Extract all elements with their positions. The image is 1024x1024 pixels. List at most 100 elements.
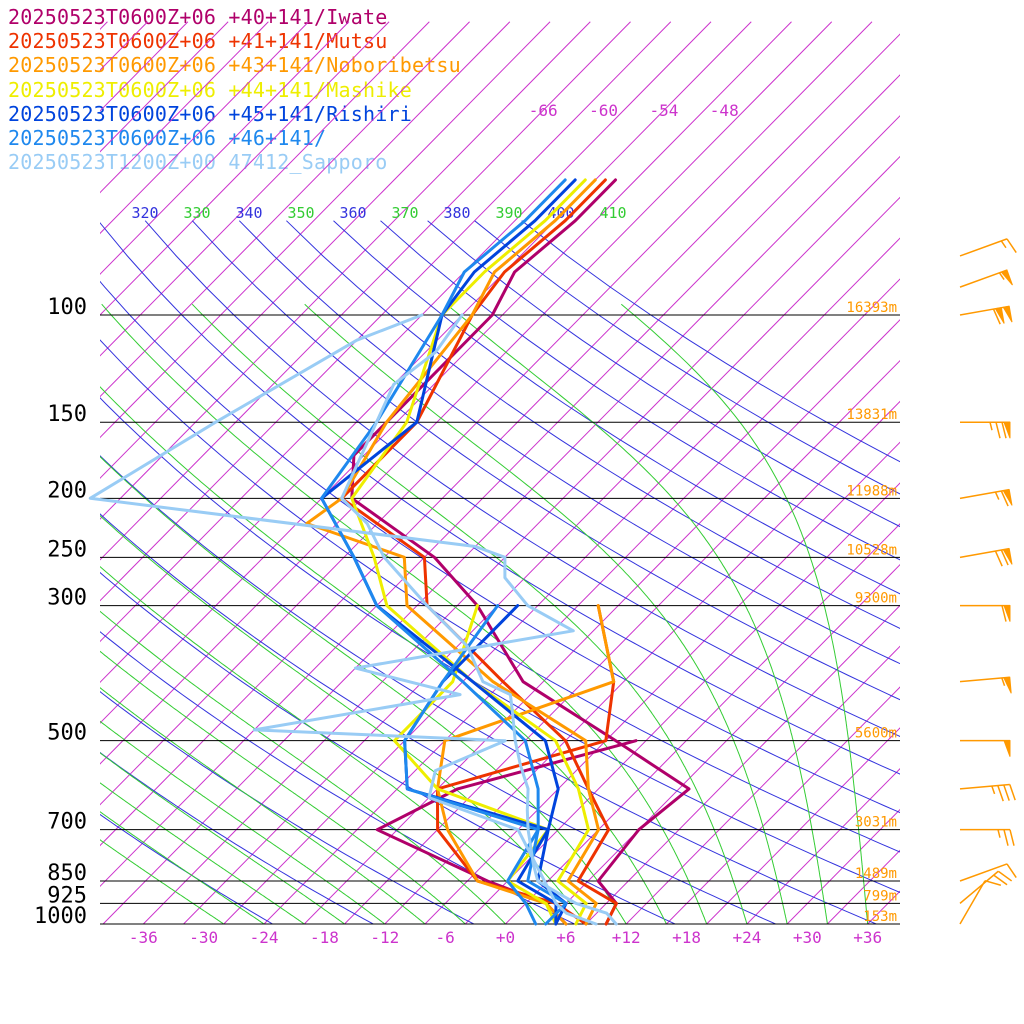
wind-barb	[959, 879, 1002, 925]
wind-barb-full	[1003, 784, 1010, 801]
isotherm-line	[102, 115, 900, 924]
series-5-dewpoint-line	[403, 604, 540, 926]
temperature-tick-label: +0	[496, 928, 515, 947]
wind-barb-pennant	[1000, 269, 1013, 286]
dry-adiabat-line	[286, 220, 900, 629]
wind-barb	[960, 421, 1011, 439]
dry-adiabat-line	[100, 813, 274, 924]
wind-barb-pennant	[1003, 676, 1012, 694]
dry-adiabat-line	[100, 513, 777, 924]
chart-legend: 20250523T0600Z+06 +40+141/Iwate 20250523…	[8, 5, 461, 174]
isotherm-line	[424, 441, 900, 924]
dry-adiabat-line	[238, 220, 900, 665]
height-label: 1489m	[855, 866, 897, 882]
temperature-tick-label: +30	[793, 928, 822, 947]
moist-adiabat-line	[620, 303, 869, 924]
wind-barb-full	[994, 550, 1003, 567]
theta-label: 380	[443, 204, 470, 222]
legend-item-sapporo: 20250523T1200Z+00 47412_Sapporo	[8, 150, 388, 175]
isotherm-line	[100, 74, 900, 888]
wind-barb	[959, 305, 1013, 325]
wind-barb-pennant	[994, 307, 1005, 324]
wind-barb-pennant	[1003, 605, 1011, 622]
moist-adiabat-line	[100, 455, 627, 924]
isotherm-line	[100, 21, 833, 765]
wind-barb-full	[995, 422, 1001, 439]
temperature-tick-label: -36	[129, 928, 158, 947]
height-label: 9300m	[855, 591, 897, 607]
isotherm-line	[100, 21, 390, 316]
isotherm-label: -66	[529, 101, 558, 120]
isotherm-line	[0, 22, 27, 924]
wind-barb-half	[994, 491, 1000, 500]
dry-adiabat-line	[100, 751, 375, 924]
isotherm-line	[100, 21, 430, 357]
wind-barb-full	[1001, 605, 1007, 622]
wind-barb-pennant	[1002, 305, 1013, 323]
wind-barb	[959, 863, 1017, 882]
isotherm-line	[100, 21, 149, 71]
wind-barb-full	[1006, 238, 1017, 253]
theta-label: 340	[235, 204, 262, 222]
pressure-tick-label: 500	[47, 721, 87, 746]
wind-barb-half	[1000, 240, 1007, 249]
pressure-tick-label: 200	[47, 478, 87, 503]
series-2-dewpoint-line	[436, 604, 616, 926]
height-label: 10528m	[846, 542, 897, 558]
temperature-tick-label: +12	[612, 928, 641, 947]
wind-barb-full	[1006, 863, 1017, 879]
theta-label: 350	[287, 204, 314, 222]
theta-label: 360	[339, 204, 366, 222]
pressure-tick-label: 300	[47, 586, 87, 611]
pressure-tick-label: 1000	[34, 904, 87, 929]
height-label: 16393m	[846, 300, 897, 316]
isotherm-line	[464, 482, 900, 924]
dry-adiabat-line	[191, 220, 900, 701]
wind-barb-staff	[959, 238, 1008, 257]
moist-adiabat-line	[101, 303, 708, 924]
wind-barb	[959, 547, 1013, 567]
wind-barb	[959, 488, 1013, 507]
dry-adiabat-line	[144, 220, 900, 737]
wind-barb-full	[1000, 490, 1009, 507]
height-label: 11988m	[846, 483, 897, 499]
wind-barb-full	[992, 308, 1001, 325]
isotherm-line	[0, 22, 67, 924]
wind-barb-staff	[959, 870, 999, 904]
wind-barb-half	[1001, 677, 1006, 687]
wind-barb	[960, 604, 1011, 622]
wind-barb-staff	[959, 783, 1010, 790]
isotherm-line	[827, 849, 900, 924]
theta-label: 370	[391, 204, 418, 222]
theta-label: 320	[131, 204, 158, 222]
temperature-tick-label: -30	[189, 928, 218, 947]
isotherm-line	[223, 237, 900, 924]
isotherm-line	[100, 21, 229, 153]
isotherm-line	[505, 523, 900, 924]
height-label: 13831m	[846, 407, 897, 423]
dry-adiabat-line	[380, 220, 900, 561]
isotherm-line	[100, 21, 511, 439]
wind-barb	[959, 676, 1012, 694]
isotherm-line	[545, 563, 900, 924]
wind-barb-full	[997, 785, 1004, 802]
wind-barb	[959, 783, 1016, 802]
wind-barb	[959, 269, 1013, 288]
wind-barb	[960, 828, 1015, 846]
isotherm-line	[100, 21, 752, 683]
temperature-tick-label: -12	[370, 928, 399, 947]
wind-barbs	[959, 238, 1017, 925]
isotherm-line	[100, 21, 269, 194]
isotherm-line	[100, 21, 792, 724]
wind-barb-full	[993, 874, 1008, 886]
wind-barb-pennant	[1003, 421, 1011, 439]
isotherm-line	[625, 645, 900, 924]
sounding-profiles	[88, 178, 691, 926]
wind-barb-staff	[959, 880, 986, 925]
wind-barb-full	[997, 870, 1013, 882]
isotherm-label: -60	[589, 101, 618, 120]
series-6-dewpoint-line	[88, 313, 598, 926]
wind-barb-half	[998, 272, 1005, 281]
wind-barb-staff	[959, 488, 1010, 500]
